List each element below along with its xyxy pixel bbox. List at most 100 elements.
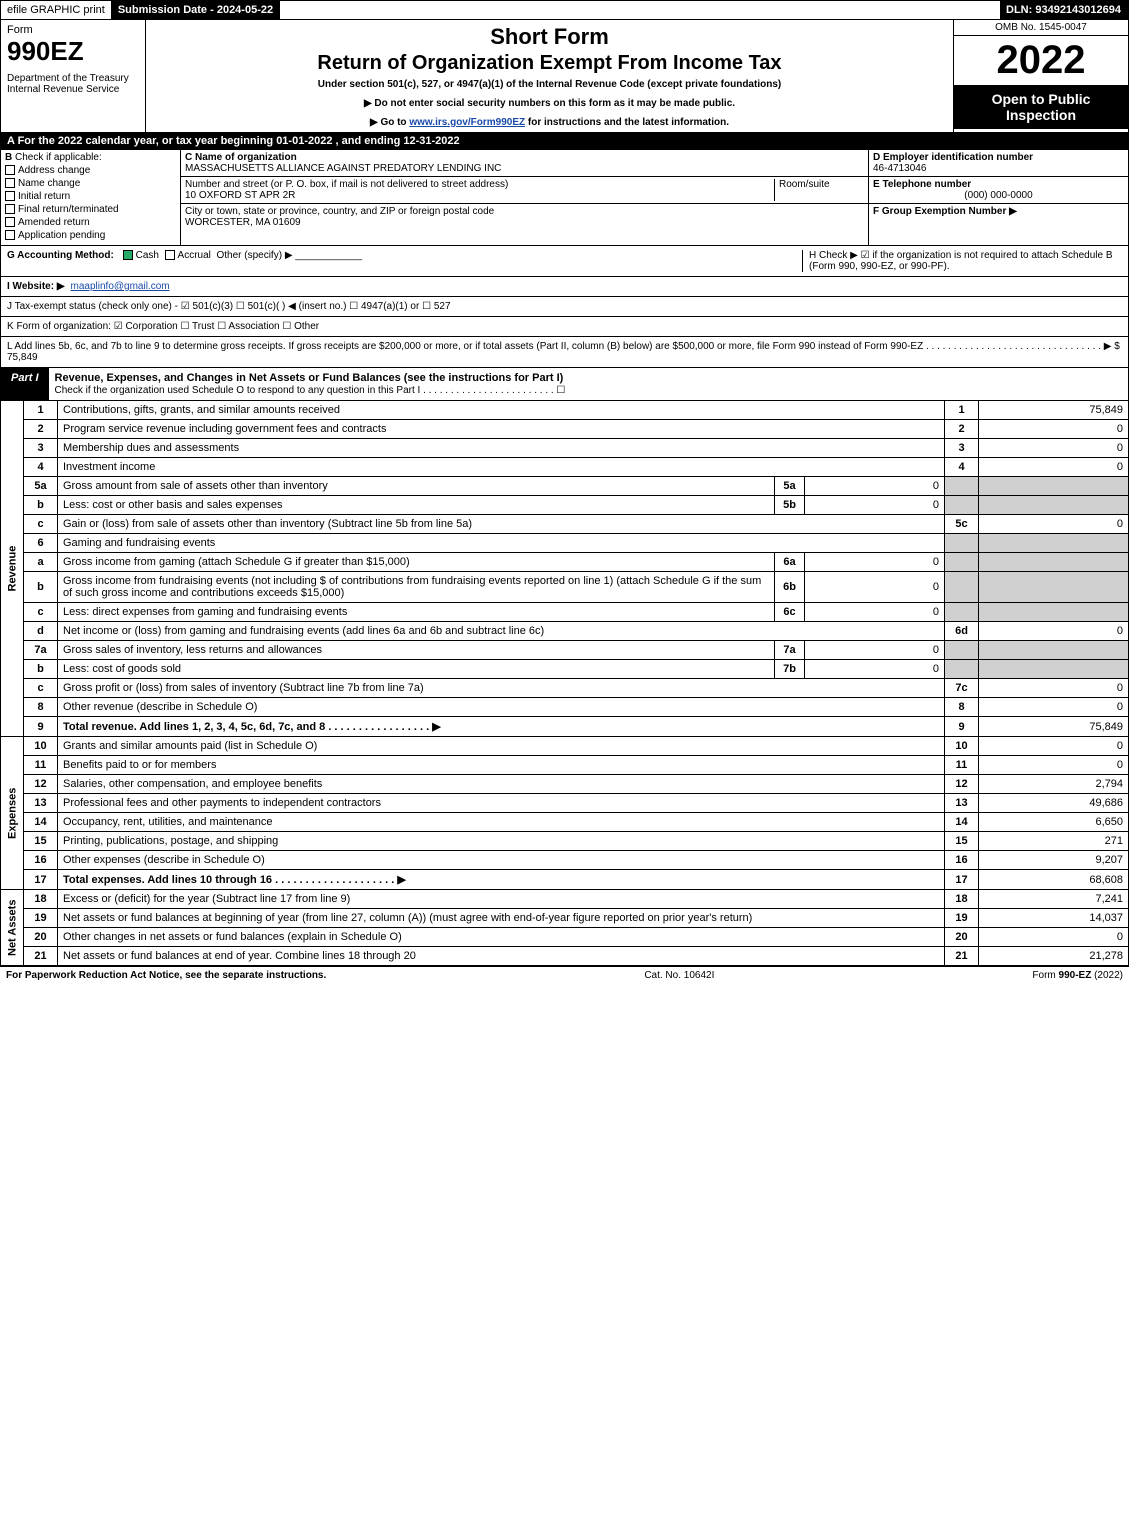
- cash-checkbox[interactable]: [123, 250, 133, 260]
- right-line-val: [979, 477, 1129, 496]
- line-number: 21: [24, 947, 58, 966]
- line-desc: Investment income: [58, 458, 945, 477]
- line-desc: Other revenue (describe in Schedule O): [58, 698, 945, 717]
- right-line-val: 0: [979, 458, 1129, 477]
- right-line-num: [945, 603, 979, 622]
- short-form-title: Short Form: [154, 24, 945, 50]
- mid-line-val: 0: [805, 553, 945, 572]
- row-g-h: G Accounting Method: Cash Accrual Other …: [0, 246, 1129, 277]
- line-number: 1: [24, 401, 58, 420]
- top-bar: efile GRAPHIC print Submission Date - 20…: [0, 0, 1129, 20]
- line-desc: Other changes in net assets or fund bala…: [58, 928, 945, 947]
- d-ein: D Employer identification number 46-4713…: [869, 150, 1128, 177]
- room-hdr: Room/suite: [774, 179, 864, 201]
- right-line-num: 7c: [945, 679, 979, 698]
- right-line-val: [979, 641, 1129, 660]
- section-label: Revenue: [1, 401, 24, 737]
- line-number: c: [24, 679, 58, 698]
- b-option[interactable]: Amended return: [5, 217, 176, 228]
- line-number: 4: [24, 458, 58, 477]
- line-desc: Grants and similar amounts paid (list in…: [58, 737, 945, 756]
- line-desc: Excess or (deficit) for the year (Subtra…: [58, 890, 945, 909]
- right-line-val: 6,650: [979, 813, 1129, 832]
- mid-line-val: 0: [805, 641, 945, 660]
- return-title: Return of Organization Exempt From Incom…: [154, 52, 945, 75]
- right-line-val: [979, 534, 1129, 553]
- right-line-num: [945, 553, 979, 572]
- line-row: 11Benefits paid to or for members110: [1, 756, 1129, 775]
- footer-mid: Cat. No. 10642I: [644, 970, 714, 981]
- right-line-num: 12: [945, 775, 979, 794]
- line-desc: Membership dues and assessments: [58, 439, 945, 458]
- b-option[interactable]: Final return/terminated: [5, 204, 176, 215]
- block-bcd: B Check if applicable: Address changeNam…: [0, 150, 1129, 246]
- city-val: WORCESTER, MA 01609: [185, 217, 864, 228]
- line-desc: Professional fees and other payments to …: [58, 794, 945, 813]
- c-city: City or town, state or province, country…: [181, 204, 868, 230]
- right-line-num: 6d: [945, 622, 979, 641]
- form-header: Form 990EZ Department of the Treasury In…: [0, 20, 1129, 133]
- line-row: 15Printing, publications, postage, and s…: [1, 832, 1129, 851]
- line-row: bGross income from fundraising events (n…: [1, 572, 1129, 603]
- part-1-header: Part I Revenue, Expenses, and Changes in…: [0, 368, 1129, 401]
- right-line-val: 0: [979, 756, 1129, 775]
- mid-line-num: 7b: [775, 660, 805, 679]
- right-line-val: 0: [979, 420, 1129, 439]
- row-l: L Add lines 5b, 6c, and 7b to line 9 to …: [0, 337, 1129, 368]
- b-option[interactable]: Initial return: [5, 191, 176, 202]
- col-d: D Employer identification number 46-4713…: [868, 150, 1128, 245]
- line-number: 6: [24, 534, 58, 553]
- grp-hdr: F Group Exemption Number ▶: [873, 206, 1124, 217]
- accrual-checkbox[interactable]: [165, 250, 175, 260]
- line-row: 14Occupancy, rent, utilities, and mainte…: [1, 813, 1129, 832]
- line-number: 7a: [24, 641, 58, 660]
- line-desc: Less: cost of goods sold: [58, 660, 775, 679]
- b-option[interactable]: Application pending: [5, 230, 176, 241]
- right-line-num: 1: [945, 401, 979, 420]
- tel-val: (000) 000-0000: [873, 190, 1124, 201]
- line-number: 9: [24, 717, 58, 737]
- line-row: 16Other expenses (describe in Schedule O…: [1, 851, 1129, 870]
- line-number: b: [24, 572, 58, 603]
- cash-label: Cash: [136, 250, 159, 261]
- line-number: 16: [24, 851, 58, 870]
- line-row: 17Total expenses. Add lines 10 through 1…: [1, 870, 1129, 890]
- b-option[interactable]: Address change: [5, 165, 176, 176]
- mid-line-num: 6a: [775, 553, 805, 572]
- line-row: 5aGross amount from sale of assets other…: [1, 477, 1129, 496]
- col-c: C Name of organization MASSACHUSETTS ALL…: [181, 150, 868, 245]
- footer-right: Form 990-EZ (2022): [1032, 970, 1123, 981]
- mid-line-val: 0: [805, 572, 945, 603]
- mid-line-num: 7a: [775, 641, 805, 660]
- website-link[interactable]: maaplinfo@gmail.com: [71, 281, 170, 292]
- right-line-num: 14: [945, 813, 979, 832]
- line-number: 8: [24, 698, 58, 717]
- line-row: 19Net assets or fund balances at beginni…: [1, 909, 1129, 928]
- part-1-title-text: Revenue, Expenses, and Changes in Net As…: [55, 372, 564, 384]
- line-row: 13Professional fees and other payments t…: [1, 794, 1129, 813]
- b-option[interactable]: Name change: [5, 178, 176, 189]
- line-number: c: [24, 603, 58, 622]
- line-row: aGross income from gaming (attach Schedu…: [1, 553, 1129, 572]
- line-row: Expenses10Grants and similar amounts pai…: [1, 737, 1129, 756]
- line-row: 4Investment income40: [1, 458, 1129, 477]
- part-1-tab: Part I: [1, 368, 49, 400]
- right-line-num: 20: [945, 928, 979, 947]
- mid-line-num: 5b: [775, 496, 805, 515]
- line-row: cGain or (loss) from sale of assets othe…: [1, 515, 1129, 534]
- line-row: 7aGross sales of inventory, less returns…: [1, 641, 1129, 660]
- line-row: 21Net assets or fund balances at end of …: [1, 947, 1129, 966]
- right-line-val: [979, 496, 1129, 515]
- irs-link[interactable]: www.irs.gov/Form990EZ: [409, 117, 525, 128]
- header-left: Form 990EZ Department of the Treasury In…: [1, 20, 146, 132]
- city-hdr: City or town, state or province, country…: [185, 206, 864, 217]
- note-2-pre: ▶ Go to: [370, 117, 409, 128]
- tax-year: 2022: [954, 36, 1128, 85]
- right-line-num: 17: [945, 870, 979, 890]
- line-number: a: [24, 553, 58, 572]
- line-desc: Net assets or fund balances at beginning…: [58, 909, 945, 928]
- right-line-num: [945, 496, 979, 515]
- header-right: OMB No. 1545-0047 2022 Open to Public In…: [953, 20, 1128, 132]
- line-desc: Less: cost or other basis and sales expe…: [58, 496, 775, 515]
- right-line-val: 0: [979, 679, 1129, 698]
